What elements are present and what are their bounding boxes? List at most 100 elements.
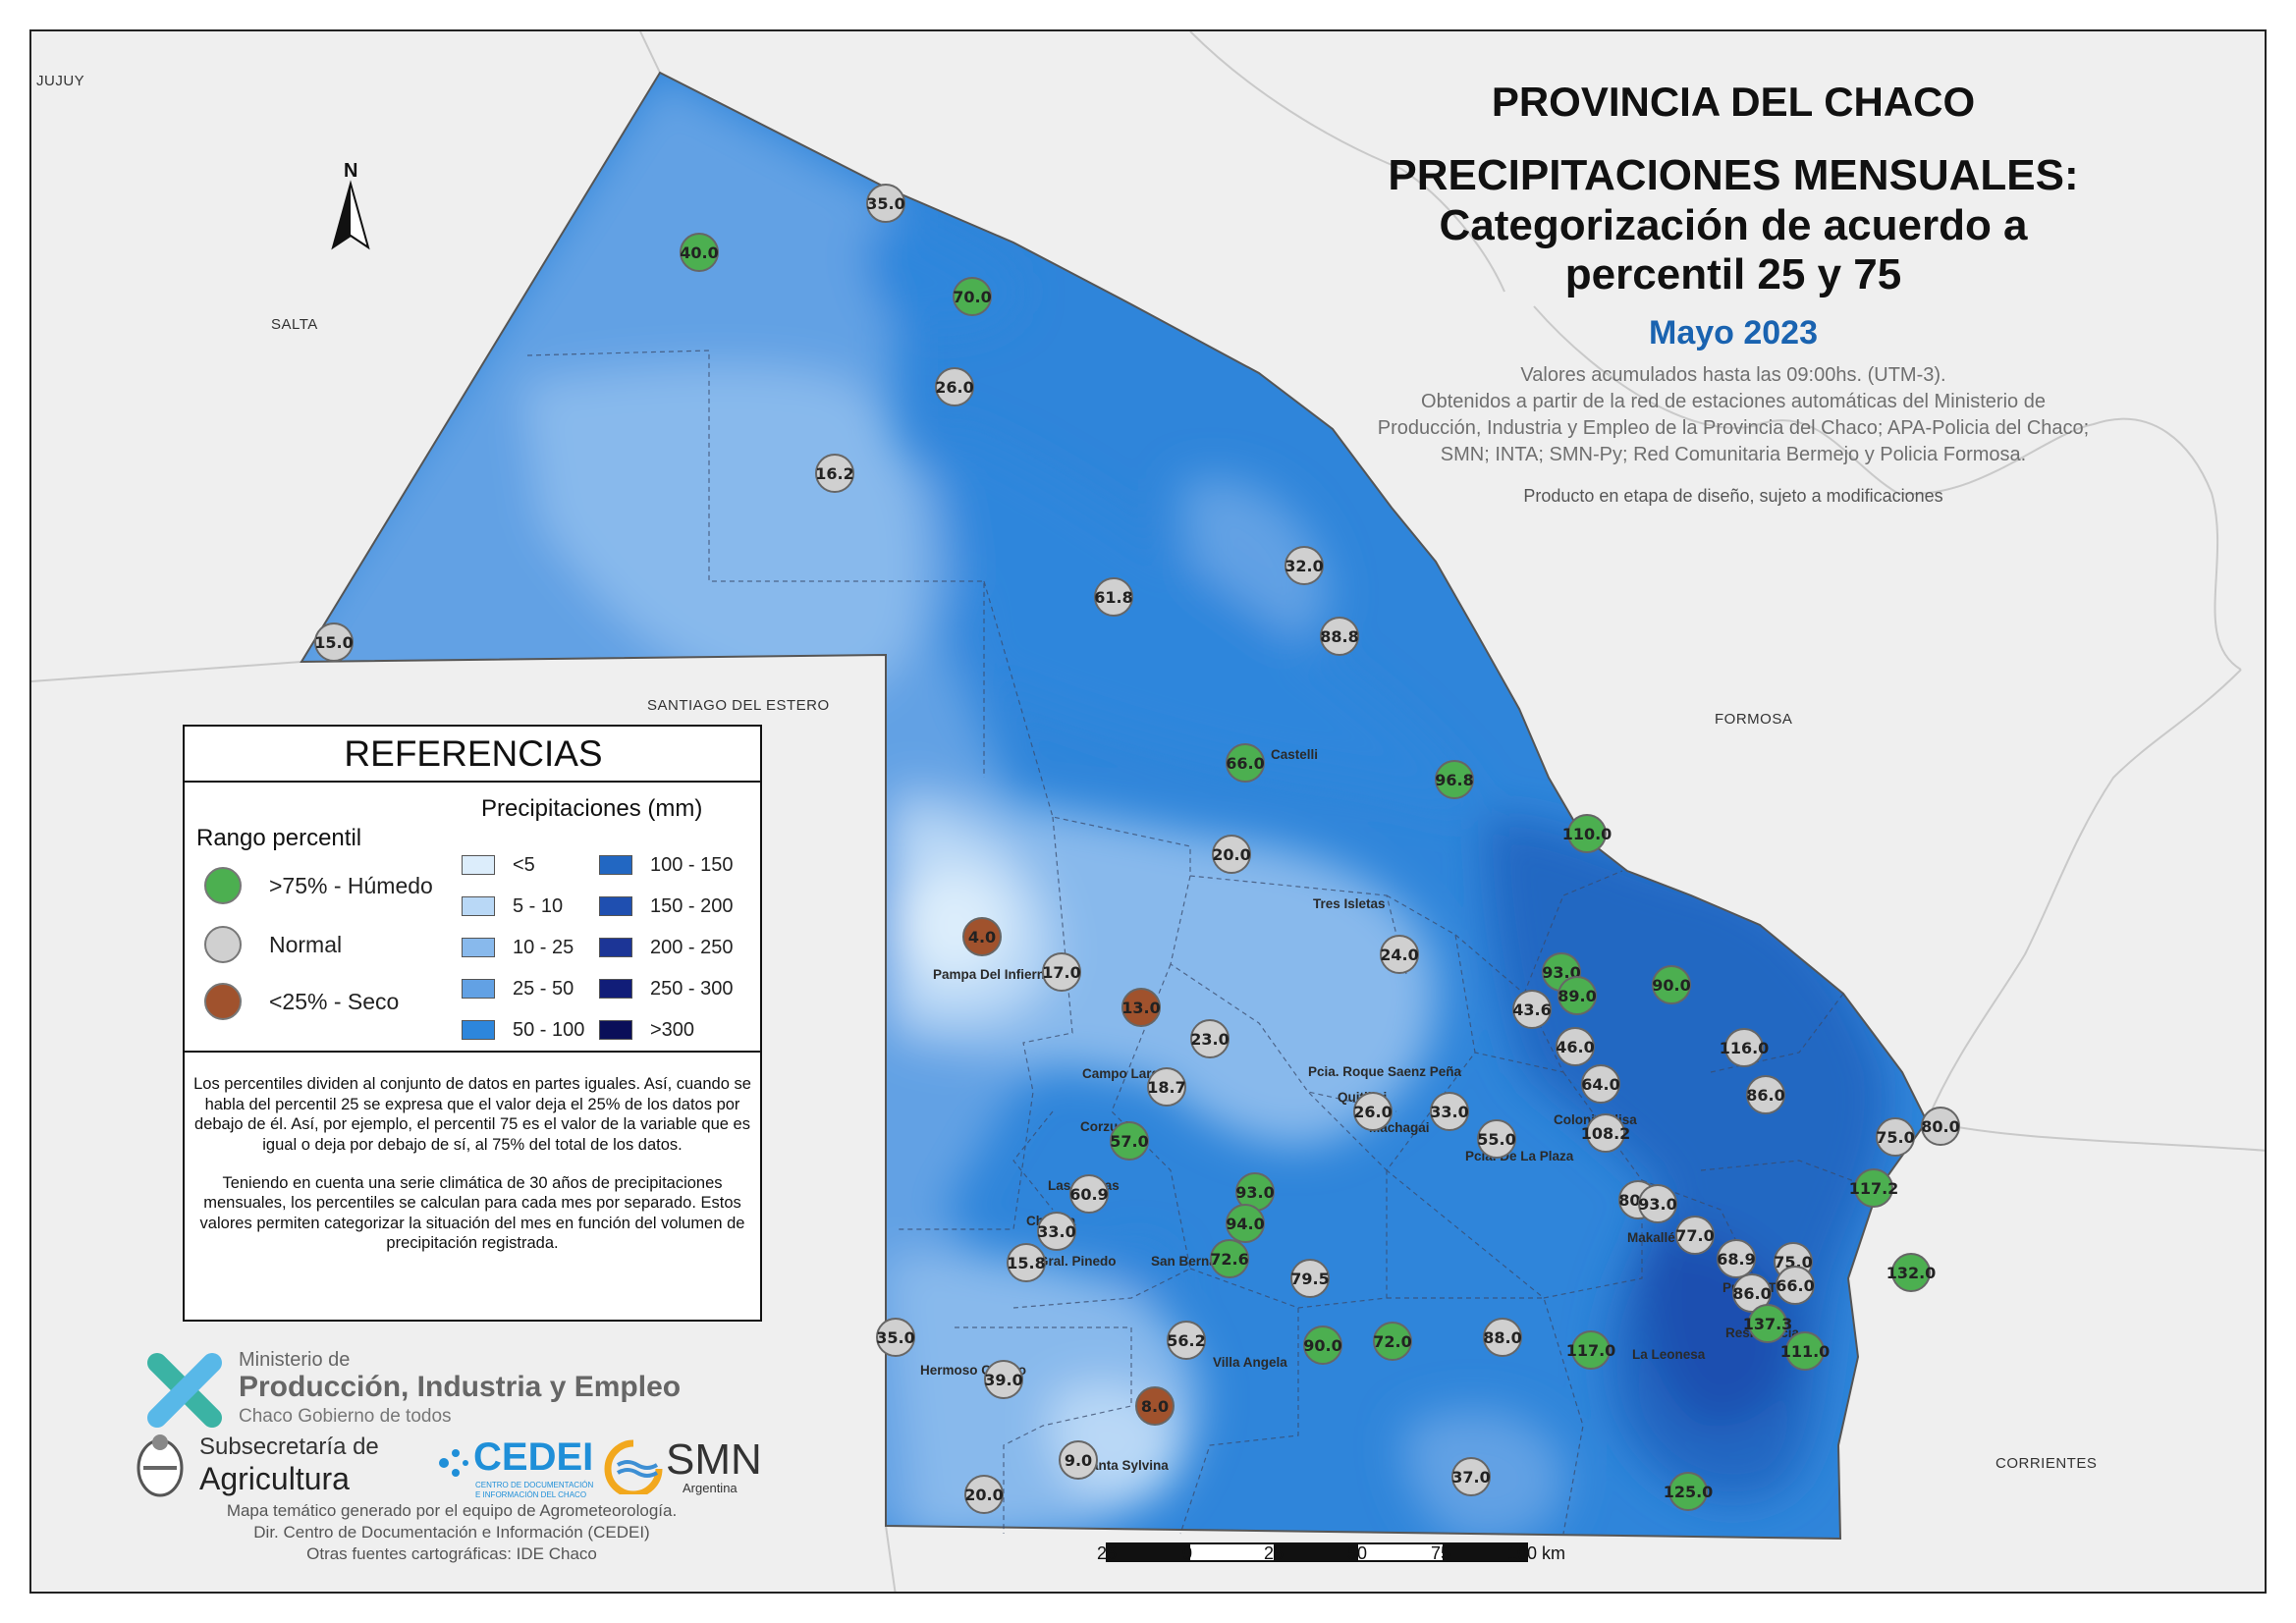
station-value: 8.0 xyxy=(1141,1397,1169,1416)
station-dot xyxy=(866,184,905,223)
station-marker[interactable]: 16.2 xyxy=(815,454,854,493)
station-marker[interactable]: 117.2 xyxy=(1849,1168,1899,1208)
station-dot xyxy=(1380,935,1419,974)
department-boundaries xyxy=(526,350,1879,1535)
station-value: 24.0 xyxy=(1380,946,1418,964)
locality-label: Villa Angela xyxy=(1213,1355,1287,1370)
station-marker[interactable]: 57.0 xyxy=(1110,1121,1149,1161)
station-marker[interactable]: 93.0 xyxy=(1235,1172,1275,1212)
station-marker[interactable]: 18.7 xyxy=(1147,1067,1186,1107)
station-marker[interactable]: 55.0 xyxy=(1477,1119,1516,1159)
station-dot xyxy=(1226,743,1265,783)
station-marker[interactable]: 60.9 xyxy=(1069,1174,1109,1214)
station-marker[interactable]: 9.0 xyxy=(1059,1440,1098,1480)
station-marker[interactable]: 15.8 xyxy=(1007,1243,1046,1282)
station-marker[interactable]: 13.0 xyxy=(1121,988,1161,1027)
station-marker[interactable]: 32.0 xyxy=(1285,546,1324,585)
station-marker[interactable]: 64.0 xyxy=(1581,1064,1620,1104)
station-marker[interactable]: 35.0 xyxy=(876,1318,915,1357)
station-marker[interactable]: 8.0 xyxy=(1135,1386,1175,1426)
station-dot xyxy=(1167,1321,1206,1360)
station-dot xyxy=(1891,1253,1931,1292)
station-marker[interactable]: 68.9 xyxy=(1717,1239,1756,1278)
station-marker[interactable]: 46.0 xyxy=(1556,1027,1595,1066)
station-dot xyxy=(1567,814,1607,853)
station-marker[interactable]: 33.0 xyxy=(1430,1092,1469,1131)
precip-class: 50 - 100 xyxy=(462,1017,584,1043)
station-marker[interactable]: 35.0 xyxy=(866,184,905,223)
category-seco: <25% - Seco xyxy=(204,980,399,1023)
cedei-text: CEDEI xyxy=(473,1435,594,1479)
ministry-x-icon xyxy=(147,1353,222,1428)
locality-label: Tres Isletas xyxy=(1313,896,1386,911)
station-value: 90.0 xyxy=(1652,976,1690,995)
ministry-line-3: Chaco Gobierno de todos xyxy=(239,1406,452,1427)
station-marker[interactable]: 37.0 xyxy=(1451,1457,1491,1496)
station-marker[interactable]: 88.0 xyxy=(1483,1318,1522,1357)
station-marker[interactable]: 56.2 xyxy=(1167,1321,1206,1360)
precip-class: 10 - 25 xyxy=(462,935,574,960)
station-marker[interactable]: 111.0 xyxy=(1780,1331,1831,1371)
station-value: 23.0 xyxy=(1190,1030,1229,1049)
station-marker[interactable]: 26.0 xyxy=(935,367,974,406)
legend-note-p1: Los percentiles dividen al conjunto de d… xyxy=(193,1075,751,1154)
station-marker[interactable]: 86.0 xyxy=(1732,1273,1772,1313)
station-marker[interactable]: 15.0 xyxy=(314,622,354,662)
station-marker[interactable]: 66.0 xyxy=(1776,1266,1815,1305)
station-marker[interactable]: 72.6 xyxy=(1210,1239,1249,1278)
station-marker[interactable]: 26.0 xyxy=(1353,1092,1393,1131)
station-marker[interactable]: 43.6 xyxy=(1512,990,1552,1029)
station-marker[interactable]: 75.0 xyxy=(1876,1117,1915,1157)
station-dot xyxy=(1581,1064,1620,1104)
station-marker[interactable]: 24.0 xyxy=(1380,935,1419,974)
station-marker[interactable]: 17.0 xyxy=(1042,952,1081,992)
station-value: 66.0 xyxy=(1226,754,1264,773)
north-arrow: N xyxy=(331,160,370,250)
map-title: PROVINCIA DEL CHACO xyxy=(1491,79,1976,125)
precip-class: 250 - 300 xyxy=(599,976,734,1001)
station-marker[interactable]: 125.0 xyxy=(1664,1472,1714,1511)
station-marker[interactable]: 20.0 xyxy=(964,1475,1004,1514)
station-marker[interactable]: 79.5 xyxy=(1290,1259,1330,1298)
station-marker[interactable]: 137.3 xyxy=(1743,1304,1793,1343)
station-marker[interactable]: 4.0 xyxy=(962,917,1002,956)
station-marker[interactable]: 90.0 xyxy=(1303,1325,1342,1365)
station-marker[interactable]: 33.0 xyxy=(1037,1212,1076,1251)
station-marker[interactable]: 80.0 xyxy=(1921,1107,1960,1146)
station-marker[interactable]: 40.0 xyxy=(680,233,719,272)
cedei-sub-2: E INFORMACIÓN DEL CHACO xyxy=(475,1490,587,1499)
station-marker[interactable]: 89.0 xyxy=(1558,976,1597,1015)
locality-label: Makallé xyxy=(1627,1230,1675,1245)
station-marker[interactable]: 72.0 xyxy=(1373,1322,1412,1361)
station-marker[interactable]: 39.0 xyxy=(984,1360,1023,1399)
station-marker[interactable]: 96.8 xyxy=(1435,760,1474,799)
precip-swatch xyxy=(462,855,495,875)
station-marker[interactable]: 110.0 xyxy=(1562,814,1613,853)
station-value: 15.8 xyxy=(1007,1254,1045,1272)
precip-swatch xyxy=(462,896,495,916)
station-dot xyxy=(1451,1457,1491,1496)
station-marker[interactable]: 108.2 xyxy=(1581,1113,1631,1153)
region-label-jujuy: JUJUY xyxy=(36,73,85,89)
station-marker[interactable]: 86.0 xyxy=(1746,1075,1785,1114)
station-marker[interactable]: 66.0 xyxy=(1226,743,1265,783)
station-marker[interactable]: 116.0 xyxy=(1720,1028,1770,1067)
precip-class-label: 250 - 300 xyxy=(650,977,734,1000)
station-marker[interactable]: 77.0 xyxy=(1675,1216,1715,1255)
station-marker[interactable]: 20.0 xyxy=(1212,835,1251,874)
station-marker[interactable]: 94.0 xyxy=(1226,1204,1265,1243)
station-marker[interactable]: 90.0 xyxy=(1652,965,1691,1004)
station-marker[interactable]: 23.0 xyxy=(1190,1019,1230,1058)
station-dot xyxy=(1042,952,1081,992)
station-dot xyxy=(1586,1113,1625,1153)
station-marker[interactable]: 93.0 xyxy=(1638,1184,1677,1223)
station-marker[interactable]: 132.0 xyxy=(1886,1253,1937,1292)
station-marker[interactable]: 117.0 xyxy=(1566,1330,1616,1370)
station-marker[interactable]: 88.8 xyxy=(1320,617,1359,656)
agri-line-2: Agricultura xyxy=(199,1461,350,1496)
station-marker[interactable]: 70.0 xyxy=(953,277,992,316)
legend-heading: REFERENCIAS xyxy=(185,727,762,783)
station-value: 61.8 xyxy=(1094,588,1132,607)
station-marker[interactable]: 61.8 xyxy=(1094,577,1133,617)
source-note-4: SMN; INTA; SMN-Py; Red Comunitaria Berme… xyxy=(1440,444,2027,466)
